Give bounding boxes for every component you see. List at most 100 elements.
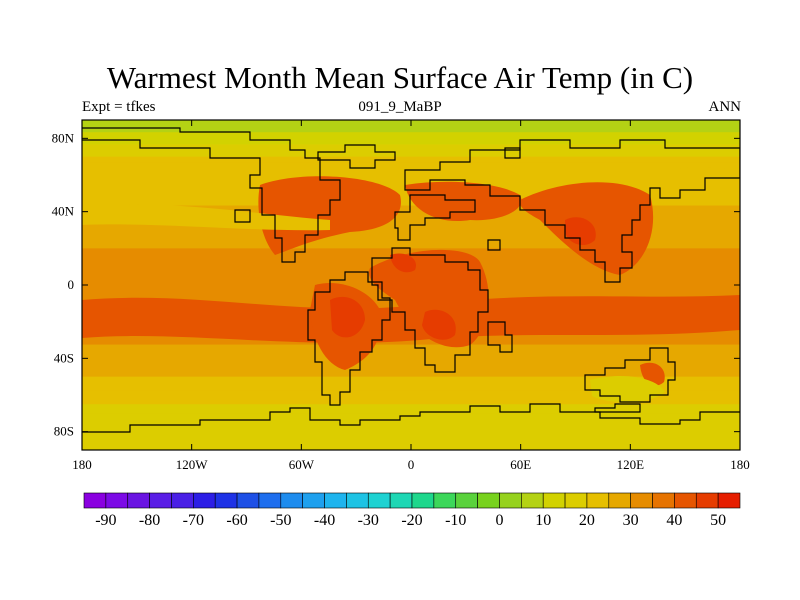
coastline xyxy=(234,209,251,223)
temperature-band xyxy=(82,408,740,414)
warm-patch xyxy=(258,176,401,255)
colorbar-label: 40 xyxy=(666,512,682,529)
colorbar-label: -60 xyxy=(226,512,247,529)
coastline xyxy=(404,139,740,283)
colorbar-swatch xyxy=(149,492,172,509)
colorbar-label: 10 xyxy=(535,512,551,529)
colorbar-swatch xyxy=(608,492,631,509)
x-tick-label: 60W xyxy=(289,457,315,472)
colorbar-swatch xyxy=(411,492,435,509)
temperature-band xyxy=(82,437,740,445)
colorbar-label: -10 xyxy=(445,512,466,529)
y-tick-label: 40S xyxy=(54,350,74,365)
temperature-band xyxy=(82,150,740,155)
x-tick-label: 180 xyxy=(730,457,750,472)
colorbar-swatch xyxy=(564,492,588,509)
colorbar-label: 20 xyxy=(579,512,595,529)
x-tick-label: 120E xyxy=(617,457,645,472)
hot-spot xyxy=(390,253,416,273)
temperature-band xyxy=(82,362,740,369)
y-tick-label: 0 xyxy=(68,277,75,292)
colorbar-swatch xyxy=(214,492,238,509)
regional-warm-patches xyxy=(82,167,740,403)
y-tick-label: 80S xyxy=(54,424,74,439)
temperature-band xyxy=(82,211,740,219)
warm-patch xyxy=(405,181,522,222)
colorbar-swatch xyxy=(367,492,391,509)
colorbar-swatch xyxy=(324,492,347,509)
temperature-band xyxy=(82,153,740,158)
colorbar-swatch xyxy=(302,492,325,509)
temperature-band xyxy=(82,413,740,421)
y-tick-label: 80N xyxy=(52,130,75,145)
temperature-band xyxy=(82,223,740,231)
temperature-band xyxy=(82,175,740,182)
coastline xyxy=(394,194,476,241)
temperature-band xyxy=(82,217,740,225)
hot-spot xyxy=(422,309,456,340)
coastline xyxy=(307,271,391,406)
colorbar-label: 50 xyxy=(710,512,726,529)
temperature-band xyxy=(82,126,740,130)
colorbar-swatch xyxy=(258,492,282,509)
coastline xyxy=(504,147,521,159)
colorbar-swatch xyxy=(455,492,478,509)
coastline xyxy=(584,347,676,403)
temperature-band xyxy=(82,353,740,359)
temperature-band xyxy=(82,431,740,439)
season-label: ANN xyxy=(708,99,742,115)
colorbar: -90 -80 -70 -60 -50 -40 -30 -20 -10 0 10 20 30 40 50 xyxy=(83,492,741,529)
temperature-band xyxy=(82,168,740,176)
colorbar-label: -50 xyxy=(270,512,291,529)
colorbar-swatch xyxy=(105,492,129,509)
temperature-band xyxy=(82,144,740,149)
y-tick-label: 40N xyxy=(52,204,75,219)
colorbar-swatch xyxy=(193,492,216,509)
temperature-band xyxy=(82,372,740,378)
map-title: Warmest Month Mean Surface Air Temp (in … xyxy=(106,60,694,95)
coastline xyxy=(82,127,341,263)
colorbar-label: 30 xyxy=(623,512,639,529)
colorbar-label: 0 xyxy=(495,512,503,529)
temperature-band xyxy=(82,358,740,364)
colorbar-label: -80 xyxy=(139,512,160,529)
colorbar-swatch xyxy=(652,492,675,509)
temperature-band xyxy=(82,390,740,396)
temperature-band xyxy=(82,129,740,133)
x-tick-label: 180 xyxy=(72,457,92,472)
colorbar-swatch xyxy=(586,492,610,509)
map-axes: 180 120W 60W 0 60E 120E 180 80N 40N 0 40S 80S xyxy=(52,120,750,472)
coastline xyxy=(371,247,489,373)
colorbar-swatch xyxy=(433,492,457,509)
coastline xyxy=(82,403,740,433)
temperature-band xyxy=(82,404,740,410)
colorbar-label: -90 xyxy=(95,512,116,529)
colorbar-label: -40 xyxy=(314,512,335,529)
x-tick-label: 60E xyxy=(510,457,531,472)
temperature-band xyxy=(82,242,740,249)
colorbar-label: -30 xyxy=(358,512,379,529)
colorbar-swatch xyxy=(674,492,697,509)
colorbar-swatch xyxy=(83,492,107,509)
period-label: 091_9_MaBP xyxy=(358,99,442,115)
warm-patch xyxy=(369,249,489,348)
temperature-band xyxy=(82,425,740,433)
temperature-band xyxy=(82,199,740,207)
x-tick-label: 0 xyxy=(408,457,415,472)
colorbar-swatch xyxy=(630,492,653,509)
colorbar-swatch xyxy=(542,492,566,509)
temperature-band xyxy=(82,419,740,427)
hot-spot xyxy=(330,296,365,338)
temperature-band xyxy=(82,236,740,243)
temperature-band xyxy=(82,376,740,382)
temperature-band xyxy=(82,205,740,213)
colorbar-swatch xyxy=(717,492,741,509)
colorbar-swatch xyxy=(127,492,150,509)
temperature-band xyxy=(82,132,740,136)
temperature-band xyxy=(82,381,740,387)
temperature-band xyxy=(82,135,740,139)
colorbar-swatch xyxy=(236,492,260,509)
temperature-band xyxy=(82,340,740,346)
temperature-band xyxy=(82,248,740,256)
temperature-band xyxy=(82,156,740,164)
